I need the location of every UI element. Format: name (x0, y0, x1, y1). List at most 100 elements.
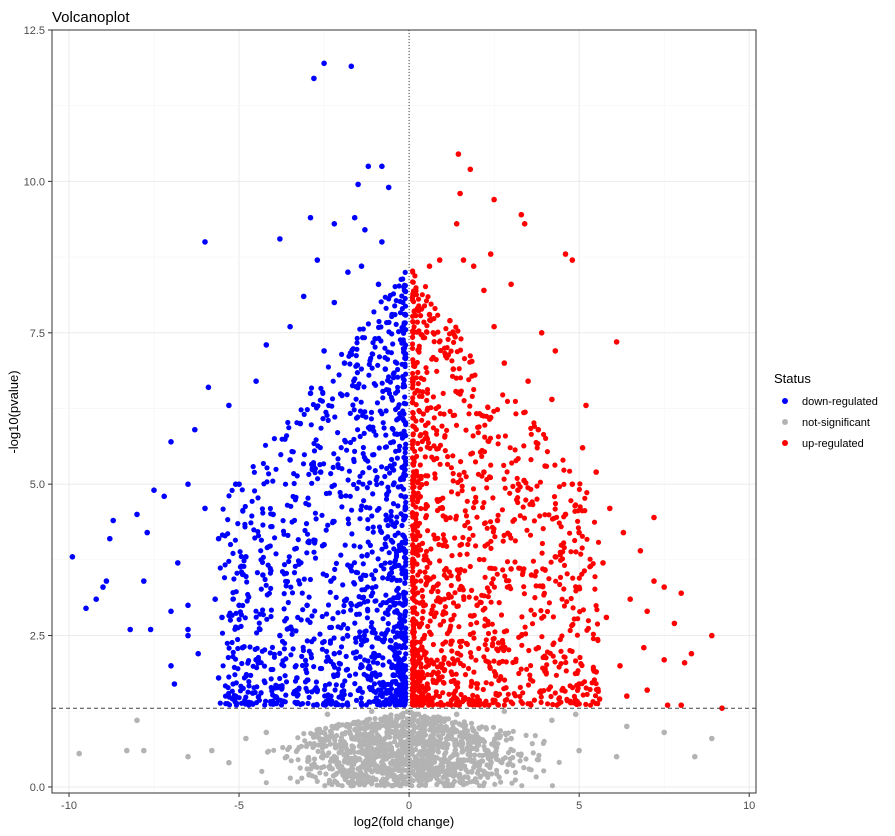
point-down-regulated (399, 325, 405, 331)
point-down-regulated (323, 409, 329, 415)
point-down-regulated (380, 662, 386, 668)
point-down-regulated (267, 570, 273, 576)
point-down-regulated (340, 582, 346, 588)
point-up-regulated (409, 618, 416, 624)
point-down-regulated (392, 634, 398, 640)
point-up-regulated (467, 525, 473, 531)
x-tick-label: 5 (576, 800, 582, 812)
point-down-regulated (394, 548, 400, 554)
point-down-regulated (353, 353, 359, 359)
point-up-regulated (475, 471, 481, 477)
point-down-regulated (402, 351, 408, 357)
point-down-regulated (365, 539, 371, 545)
point-down-regulated (331, 672, 337, 678)
point-up-regulated (415, 369, 421, 375)
point-down-regulated (372, 598, 378, 604)
point-up-regulated (575, 508, 581, 514)
point-up-regulated (546, 686, 552, 692)
point-down-regulated (272, 693, 278, 700)
point-up-regulated (418, 505, 424, 512)
point-up-regulated (448, 638, 454, 644)
point-not-significant (393, 781, 399, 787)
point-down-regulated (371, 576, 377, 582)
point-not-significant (324, 752, 330, 759)
point-up-regulated (544, 662, 550, 668)
point-down-regulated (389, 311, 395, 318)
point-up-regulated (449, 671, 455, 678)
point-down-regulated (392, 532, 398, 539)
point-down-regulated (314, 702, 320, 708)
point-up-regulated (425, 420, 431, 426)
point-up-regulated (527, 532, 534, 538)
point-down-regulated (280, 518, 286, 524)
point-down-regulated (252, 488, 258, 494)
point-down-regulated (69, 554, 76, 560)
point-not-significant (382, 765, 388, 771)
point-up-regulated (472, 499, 478, 505)
point-up-regulated (420, 593, 426, 600)
point-down-regulated (362, 629, 368, 635)
point-down-regulated (343, 493, 349, 499)
point-down-regulated (395, 374, 401, 380)
point-down-regulated (221, 575, 228, 581)
point-up-regulated (461, 469, 467, 475)
point-up-regulated (410, 378, 416, 384)
point-not-significant (494, 767, 500, 774)
point-down-regulated (147, 626, 154, 633)
point-down-regulated (322, 682, 328, 689)
point-down-regulated (353, 697, 360, 704)
point-up-regulated (409, 341, 416, 347)
point-down-regulated (281, 646, 287, 652)
point-not-significant (435, 739, 441, 745)
point-down-regulated (234, 570, 240, 576)
point-down-regulated (402, 283, 408, 289)
point-not-significant (533, 774, 539, 780)
point-down-regulated (245, 591, 251, 598)
point-up-regulated (528, 607, 534, 613)
legend-label-ns: not-significant (802, 417, 870, 429)
point-not-significant (530, 750, 536, 756)
y-axis-ticks: 0.02.55.07.510.012.5 (24, 25, 52, 794)
point-up-regulated (475, 424, 481, 430)
point-up-regulated (512, 538, 519, 544)
point-up-regulated (575, 518, 581, 524)
point-up-regulated (456, 366, 462, 372)
point-not-significant (429, 716, 435, 722)
point-not-significant (442, 774, 448, 780)
point-up-regulated (505, 530, 511, 536)
point-not-significant (387, 754, 393, 760)
point-down-regulated (361, 454, 367, 460)
point-down-regulated (344, 392, 350, 398)
point-up-regulated (544, 449, 551, 455)
point-up-regulated (576, 486, 583, 492)
point-up-regulated (596, 696, 603, 702)
point-down-regulated (262, 680, 268, 686)
point-down-regulated (237, 549, 243, 555)
point-not-significant (141, 747, 147, 754)
point-down-regulated (396, 542, 402, 548)
point-down-regulated (270, 666, 276, 673)
point-down-regulated (382, 366, 389, 372)
point-up-regulated (641, 644, 647, 651)
point-not-significant (314, 778, 320, 785)
point-up-regulated (582, 495, 588, 501)
point-up-regulated (513, 656, 519, 662)
point-up-regulated (450, 656, 456, 662)
point-up-regulated (431, 532, 437, 538)
point-down-regulated (348, 607, 354, 613)
point-down-regulated (240, 508, 246, 514)
point-not-significant (350, 746, 356, 752)
point-down-regulated (245, 689, 251, 695)
point-down-regulated (273, 682, 279, 688)
point-not-significant (384, 731, 390, 737)
point-not-significant (444, 727, 450, 734)
point-down-regulated (402, 269, 408, 275)
point-up-regulated (424, 323, 430, 329)
point-up-regulated (484, 646, 490, 653)
point-up-regulated (532, 595, 538, 601)
point-down-regulated (399, 645, 405, 651)
point-up-regulated (592, 693, 599, 699)
point-down-regulated (371, 309, 377, 315)
point-up-regulated (459, 584, 465, 591)
point-down-regulated (337, 661, 343, 667)
